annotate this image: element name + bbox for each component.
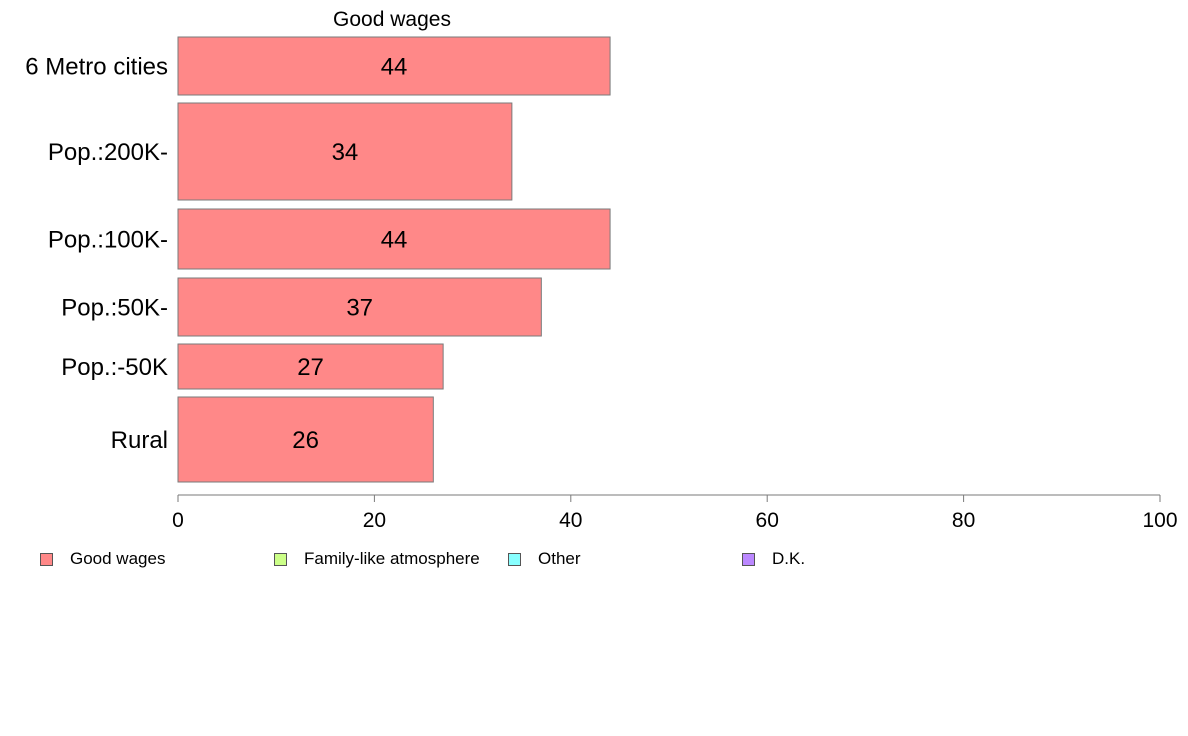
x-tick-label-60: 60 <box>756 509 779 532</box>
legend-swatch-good-wages <box>40 552 53 566</box>
category-label-6-metro-cities: 6 Metro cities <box>25 54 168 81</box>
bar-pop-200k <box>177 102 513 201</box>
bar-value-label-pop-50k: 37 <box>346 295 373 322</box>
legend-item-good-wages: Good wages <box>40 548 165 570</box>
legend-item-family-like-atmosphere: Family-like atmosphere <box>274 548 480 570</box>
category-label-pop-50k: Pop.:50K- <box>61 295 168 322</box>
category-label-rural: Rural <box>111 427 168 454</box>
bar-rural <box>177 396 434 483</box>
legend-swatch-family-like-atmosphere <box>274 552 287 566</box>
bar-chart: Good wages 446 Metro cities34Pop.:200K-4… <box>25 8 1178 532</box>
category-label-pop-200k: Pop.:200K- <box>48 139 168 166</box>
bar-pop-50k <box>177 277 542 337</box>
x-tick-label-20: 20 <box>363 509 386 532</box>
x-axis: 0 20 40 60 80 100 <box>172 494 1178 532</box>
bar-6-metro-cities <box>177 36 611 96</box>
bar-value-label-pop-50k: 27 <box>297 354 324 381</box>
bar-pop-50k <box>177 343 444 390</box>
x-tick-label-100: 100 <box>1142 509 1177 532</box>
category-label-pop-50k: Pop.:-50K <box>61 354 168 381</box>
legend-swatch-other <box>508 552 521 566</box>
legend: Good wages Family-like atmosphere Other … <box>0 548 1188 570</box>
chart-title: Good wages <box>333 8 451 31</box>
bar-value-label-pop-200k: 34 <box>332 139 359 166</box>
bar-value-label-6-metro-cities: 44 <box>381 54 408 81</box>
x-tick-label-80: 80 <box>952 509 975 532</box>
bar-pop-100k <box>177 208 611 270</box>
legend-item-other: Other <box>508 548 581 570</box>
x-tick-label-0: 0 <box>172 509 184 532</box>
legend-label-other: Other <box>538 549 581 568</box>
legend-item-dk: D.K. <box>742 548 805 570</box>
legend-label-good-wages: Good wages <box>70 549 166 568</box>
x-tick-label-40: 40 <box>559 509 582 532</box>
bar-value-label-rural: 26 <box>292 427 319 454</box>
bar-value-label-pop-100k: 44 <box>381 227 408 254</box>
bars-group: 44 6 Metro cities 34 Pop.:200K- 44 Pop.:100K-… <box>25 36 611 483</box>
category-label-pop-100k: Pop.:100K- <box>48 227 168 254</box>
legend-swatch-dk <box>742 552 755 566</box>
legend-label-family-like-atmosphere: Family-like atmosphere <box>304 549 480 568</box>
legend-label-dk: D.K. <box>772 549 806 568</box>
